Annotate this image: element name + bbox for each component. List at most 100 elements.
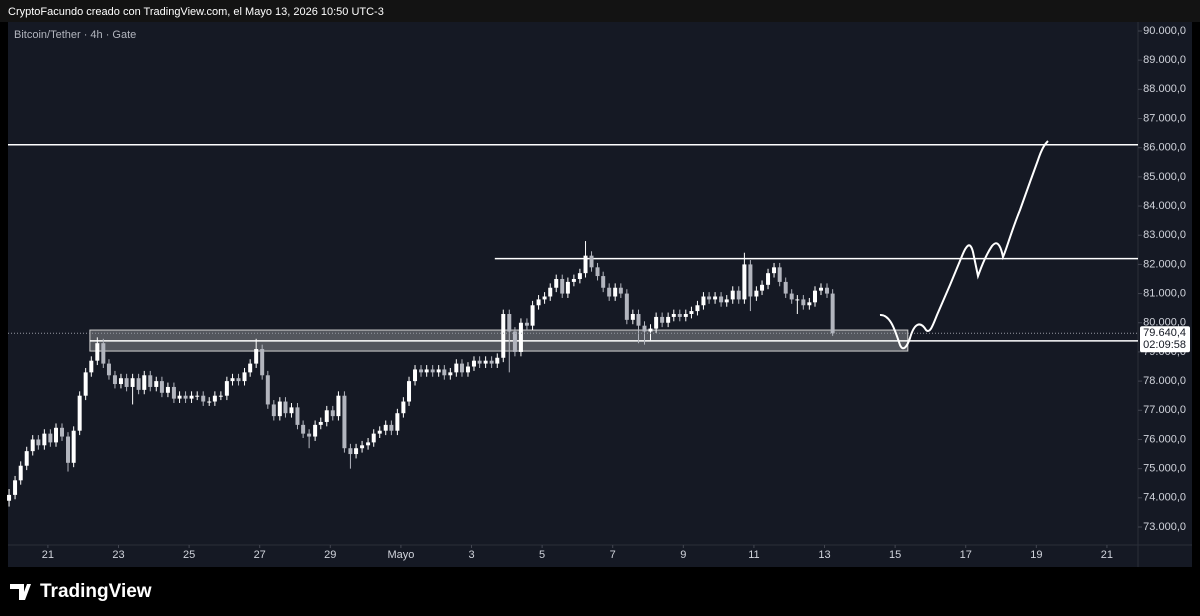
candle-body: [430, 369, 435, 373]
x-tick-label: 27: [254, 549, 266, 561]
legend-text: Bitcoin/Tether · 4h · Gate: [14, 29, 136, 41]
candle-body: [7, 494, 12, 501]
candle-body: [419, 369, 424, 373]
candle-body: [318, 421, 323, 425]
y-tick-label: 77.000,0: [1143, 404, 1186, 416]
candle-body: [424, 369, 429, 373]
candle-body: [436, 369, 441, 373]
x-tick-label: Mayo: [387, 549, 414, 561]
y-tick-label: 78.000,0: [1143, 375, 1186, 387]
candle-body: [630, 314, 635, 320]
candle-body: [595, 267, 600, 277]
candle-body: [459, 363, 464, 373]
last-price-box: [1140, 326, 1190, 353]
countdown-label: 02:09:58: [1143, 339, 1186, 351]
candle-body: [171, 386, 176, 399]
candle-body: [501, 314, 506, 358]
candle-body: [260, 349, 265, 376]
candle-body: [101, 343, 106, 364]
logo-icon: [10, 584, 31, 600]
candle-body: [830, 293, 835, 334]
candle-body: [719, 296, 724, 303]
candle-body: [442, 369, 447, 376]
candle-body: [112, 375, 117, 385]
candle-body: [489, 360, 494, 364]
candle-body: [818, 287, 823, 291]
x-tick-label: 21: [42, 549, 54, 561]
x-tick-label: 7: [610, 549, 616, 561]
y-tick-label: 90.000,0: [1143, 25, 1186, 37]
candle-body: [336, 395, 341, 417]
candle-body: [613, 287, 618, 297]
candle-body: [448, 372, 453, 376]
candle-body: [801, 299, 806, 306]
candle-body: [54, 427, 59, 443]
candle-body: [772, 267, 777, 274]
candle-body: [789, 293, 794, 300]
candle-body: [183, 395, 188, 399]
candle-body: [248, 363, 253, 373]
candle-body: [783, 281, 788, 294]
candle-body: [330, 410, 335, 417]
x-tick-label: 17: [960, 549, 972, 561]
candle-body: [377, 430, 382, 434]
candle-body: [471, 360, 476, 367]
candle-body: [66, 436, 71, 463]
candle-body: [48, 433, 53, 443]
candle-body: [354, 448, 359, 455]
candle-body: [707, 296, 712, 300]
candle-body: [660, 316, 665, 323]
y-tick-label: 80.000,0: [1143, 317, 1186, 329]
candle-body: [636, 314, 641, 326]
candle-body: [124, 378, 129, 387]
plot-area: [7, 144, 1138, 507]
candle-body: [212, 395, 217, 402]
candle-body: [530, 305, 535, 326]
candle-body: [713, 296, 718, 300]
candle-body: [271, 404, 276, 417]
candle-body: [824, 287, 829, 294]
candle-body: [36, 439, 41, 446]
candle-body: [560, 278, 565, 294]
candle-body: [724, 299, 729, 303]
candle-body: [413, 369, 418, 382]
x-tick-label: 3: [468, 549, 474, 561]
y-tick-label: 89.000,0: [1143, 54, 1186, 66]
y-tick-label: 88.000,0: [1143, 83, 1186, 95]
candle-body: [689, 311, 694, 315]
candle-body: [289, 407, 294, 414]
candle-body: [106, 363, 111, 376]
candle-body: [671, 314, 676, 317]
candle-body: [495, 357, 500, 364]
candle-body: [742, 264, 747, 300]
candle-body: [407, 381, 412, 402]
candle-body: [18, 465, 23, 481]
candle-body: [301, 424, 306, 434]
x-tick-label: 15: [889, 549, 901, 561]
candle-body: [477, 360, 482, 364]
candle-body: [142, 375, 147, 390]
candle-body: [518, 322, 523, 352]
candle-body: [195, 395, 200, 397]
candle-body: [512, 331, 517, 352]
candle-body: [77, 395, 82, 431]
candle-body: [136, 378, 141, 390]
candle-body: [283, 401, 288, 414]
candle-body: [654, 316, 659, 329]
candle-body: [13, 480, 18, 495]
candle-body: [218, 395, 223, 397]
candle-body: [224, 381, 229, 396]
candle-body: [695, 305, 700, 312]
candle-body: [177, 395, 182, 399]
y-tick-label: 86.000,0: [1143, 142, 1186, 154]
y-tick-label: 84.000,0: [1143, 200, 1186, 212]
candle-body: [277, 401, 282, 417]
candle-body: [207, 401, 212, 403]
candle-body: [618, 287, 623, 294]
candle-body: [542, 296, 547, 300]
logo: TradingView: [10, 581, 152, 602]
candle-body: [242, 372, 247, 382]
candle-body: [395, 413, 400, 431]
